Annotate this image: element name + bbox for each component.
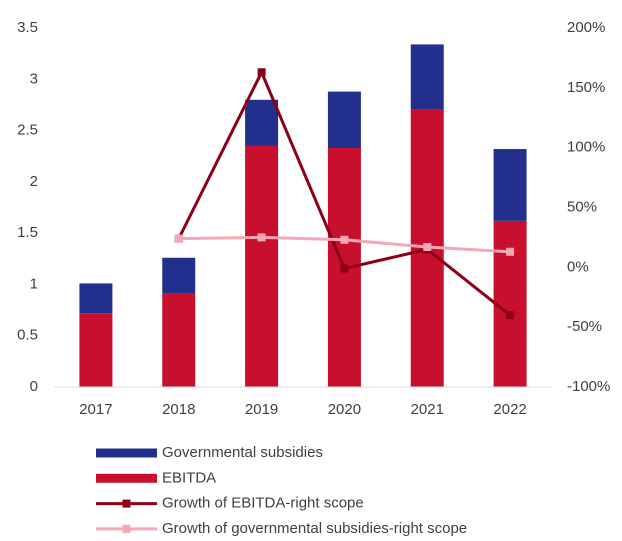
y-tick-label: 0 <box>30 378 38 395</box>
legend-swatch <box>96 473 157 483</box>
y-tick-label: 0.5 <box>17 327 38 344</box>
y-tick-label: 2 <box>30 173 38 190</box>
marker <box>340 264 349 273</box>
bar <box>493 220 527 387</box>
y-tick-label: 1.5 <box>17 224 38 241</box>
bar <box>162 293 196 387</box>
marker <box>257 233 266 242</box>
legend-label: Governmental subsidies <box>162 444 323 461</box>
legend-label: EBITDA <box>162 469 216 486</box>
y2-tick-label: -100% <box>567 378 610 395</box>
y2-tick-label: -50% <box>567 318 602 335</box>
bar <box>410 44 444 110</box>
y-tick-label: 2.5 <box>17 122 38 139</box>
marker <box>174 234 183 243</box>
legend-marker <box>122 499 131 508</box>
legend-swatch <box>96 448 157 458</box>
x-tick-label: 2017 <box>79 401 112 418</box>
x-tick-label: 2022 <box>493 401 526 418</box>
y-tick-label: 3.5 <box>17 19 38 36</box>
bar <box>162 257 196 294</box>
y2-tick-label: 200% <box>567 19 605 36</box>
marker <box>257 68 266 77</box>
y2-tick-label: 0% <box>567 258 589 275</box>
x-tick-label: 2019 <box>245 401 278 418</box>
bar <box>245 99 279 146</box>
y-tick-label: 3 <box>30 70 38 87</box>
y2-tick-label: 50% <box>567 198 597 215</box>
marker <box>506 311 515 320</box>
bar <box>79 313 113 387</box>
y2-tick-label: 150% <box>567 79 605 96</box>
y-tick-label: 1 <box>30 275 38 292</box>
x-tick-label: 2018 <box>162 401 195 418</box>
bar <box>327 91 361 149</box>
legend-label: Growth of EBITDA-right scope <box>162 495 364 512</box>
bar <box>79 283 113 314</box>
x-tick-label: 2020 <box>328 401 361 418</box>
marker <box>506 247 515 256</box>
bar <box>245 145 279 387</box>
bar <box>493 149 527 221</box>
x-tick-label: 2021 <box>411 401 444 418</box>
legend-marker <box>122 524 131 533</box>
y2-tick-label: 100% <box>567 139 605 156</box>
legend-label: Growth of governmental subsidies-right s… <box>162 520 467 537</box>
marker <box>340 235 349 244</box>
marker <box>423 242 432 251</box>
